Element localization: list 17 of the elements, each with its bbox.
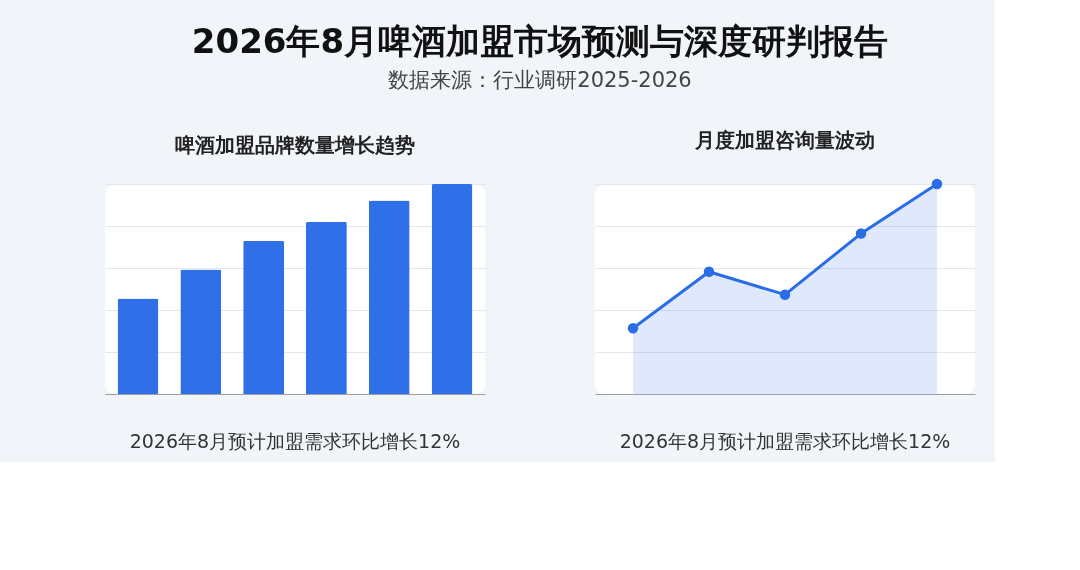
text: 2026年8月预计加盟需求环比增长12% xyxy=(619,430,951,452)
bar xyxy=(243,240,285,394)
source-note: 数据来源：行业调研2025-2026 xyxy=(388,67,692,92)
bar xyxy=(180,269,222,394)
point xyxy=(627,323,639,334)
point xyxy=(779,289,791,300)
bar xyxy=(431,184,473,394)
point xyxy=(931,178,943,190)
bar xyxy=(117,298,159,394)
bar xyxy=(305,221,347,394)
bar xyxy=(368,200,410,394)
chart-title: 啤酒加盟品牌数量增长趋势 xyxy=(175,133,415,157)
text: 2026年8月预计加盟需求环比增长12% xyxy=(129,430,461,452)
chart-title: 月度加盟咨询量波动 xyxy=(694,127,875,152)
point xyxy=(855,228,867,239)
text: 2026年8月啤酒加盟市场预测与深度研判报告 xyxy=(191,20,889,61)
point xyxy=(703,266,715,278)
